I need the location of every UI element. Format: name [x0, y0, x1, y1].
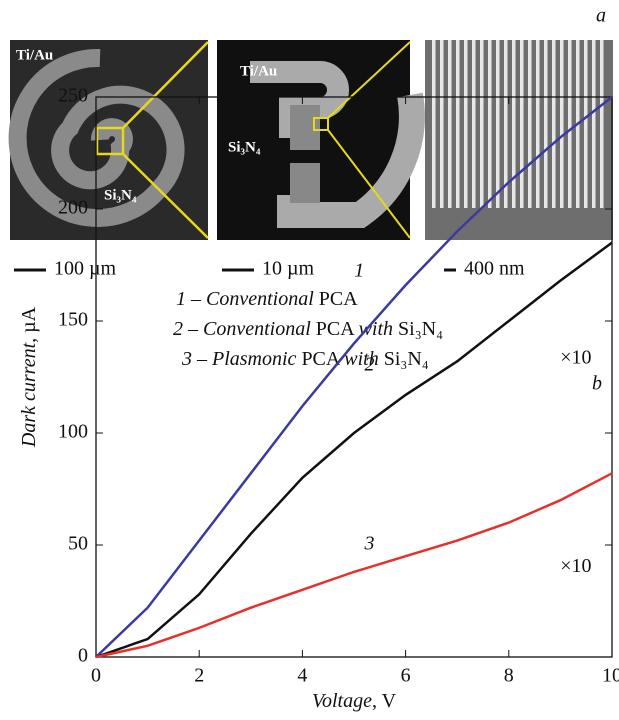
x-tick-label: 0	[91, 665, 101, 687]
legend-text: 1 –	[176, 288, 202, 310]
legend-text: Si₃N₄	[384, 348, 429, 370]
x-tick-label: 8	[504, 665, 514, 687]
scale-bar-label: 400 nm	[464, 258, 525, 280]
x-tick-label: 6	[401, 665, 411, 687]
x-tick-label: 10	[602, 665, 619, 687]
image-label: Ti/Au	[240, 63, 277, 79]
data-line	[95, 241, 613, 659]
y-tick-label: 150	[58, 309, 88, 331]
legend-text: PCA	[319, 288, 358, 310]
panel-label: b	[592, 373, 602, 395]
annotation: ×10	[560, 555, 591, 577]
sem-image-antenna	[217, 40, 425, 240]
legend-entry: 3 – Plasmonic PCA with Si₃N₄	[181, 348, 429, 370]
data-line	[95, 472, 613, 659]
curve-label: 1	[354, 259, 364, 281]
legend-entry: 1 – Conventional PCA	[176, 288, 358, 310]
y-tick-label: 200	[58, 197, 88, 219]
legend-text: with	[344, 348, 378, 370]
panel-label: a	[596, 5, 606, 27]
x-tick-label: 2	[194, 665, 204, 687]
y-axis-label: Dark current, µA	[18, 306, 40, 448]
legend-text: 3 –	[181, 348, 208, 370]
x-axis-label: Voltage, V	[312, 690, 397, 712]
legend-entry: 2 – Conventional PCA with Si₃N₄	[173, 318, 443, 340]
image-label: Si₃N₄	[104, 187, 137, 203]
legend-text: Conventional	[203, 318, 311, 340]
x-tick-label: 4	[297, 665, 307, 687]
legend-text: PCA	[316, 318, 355, 340]
annotation: ×10	[560, 347, 591, 369]
x-axis-label-part: , V	[372, 690, 397, 712]
curve-label: 2	[364, 353, 374, 375]
legend-text: 2 –	[173, 318, 199, 340]
legend-text: PCA	[301, 348, 340, 370]
y-axis-label-part: , µA	[18, 306, 40, 343]
image-label: Si₃N₄	[228, 139, 261, 155]
legend-text: with	[359, 318, 393, 340]
legend-text: Conventional	[206, 288, 314, 310]
y-tick-label: 250	[58, 85, 88, 107]
y-tick-label: 100	[58, 421, 88, 443]
scale-bar-label: 10 µm	[262, 258, 315, 280]
curve-label: 3	[363, 533, 374, 555]
plot-frame	[95, 96, 613, 658]
y-tick-label: 50	[68, 533, 88, 555]
sem-image-spiral	[8, 40, 209, 240]
data-line	[95, 96, 613, 658]
legend-text: Plasmonic	[211, 348, 297, 370]
y-axis-label-part: Dark current	[18, 342, 40, 448]
sem-image-grating	[425, 40, 613, 240]
y-tick-label: 0	[78, 645, 88, 667]
scale-bar-label: 100 µm	[54, 258, 117, 280]
image-label: Ti/Au	[16, 47, 53, 63]
legend-text: Si₃N₄	[398, 318, 443, 340]
x-axis-label-part: Voltage	[312, 690, 372, 712]
